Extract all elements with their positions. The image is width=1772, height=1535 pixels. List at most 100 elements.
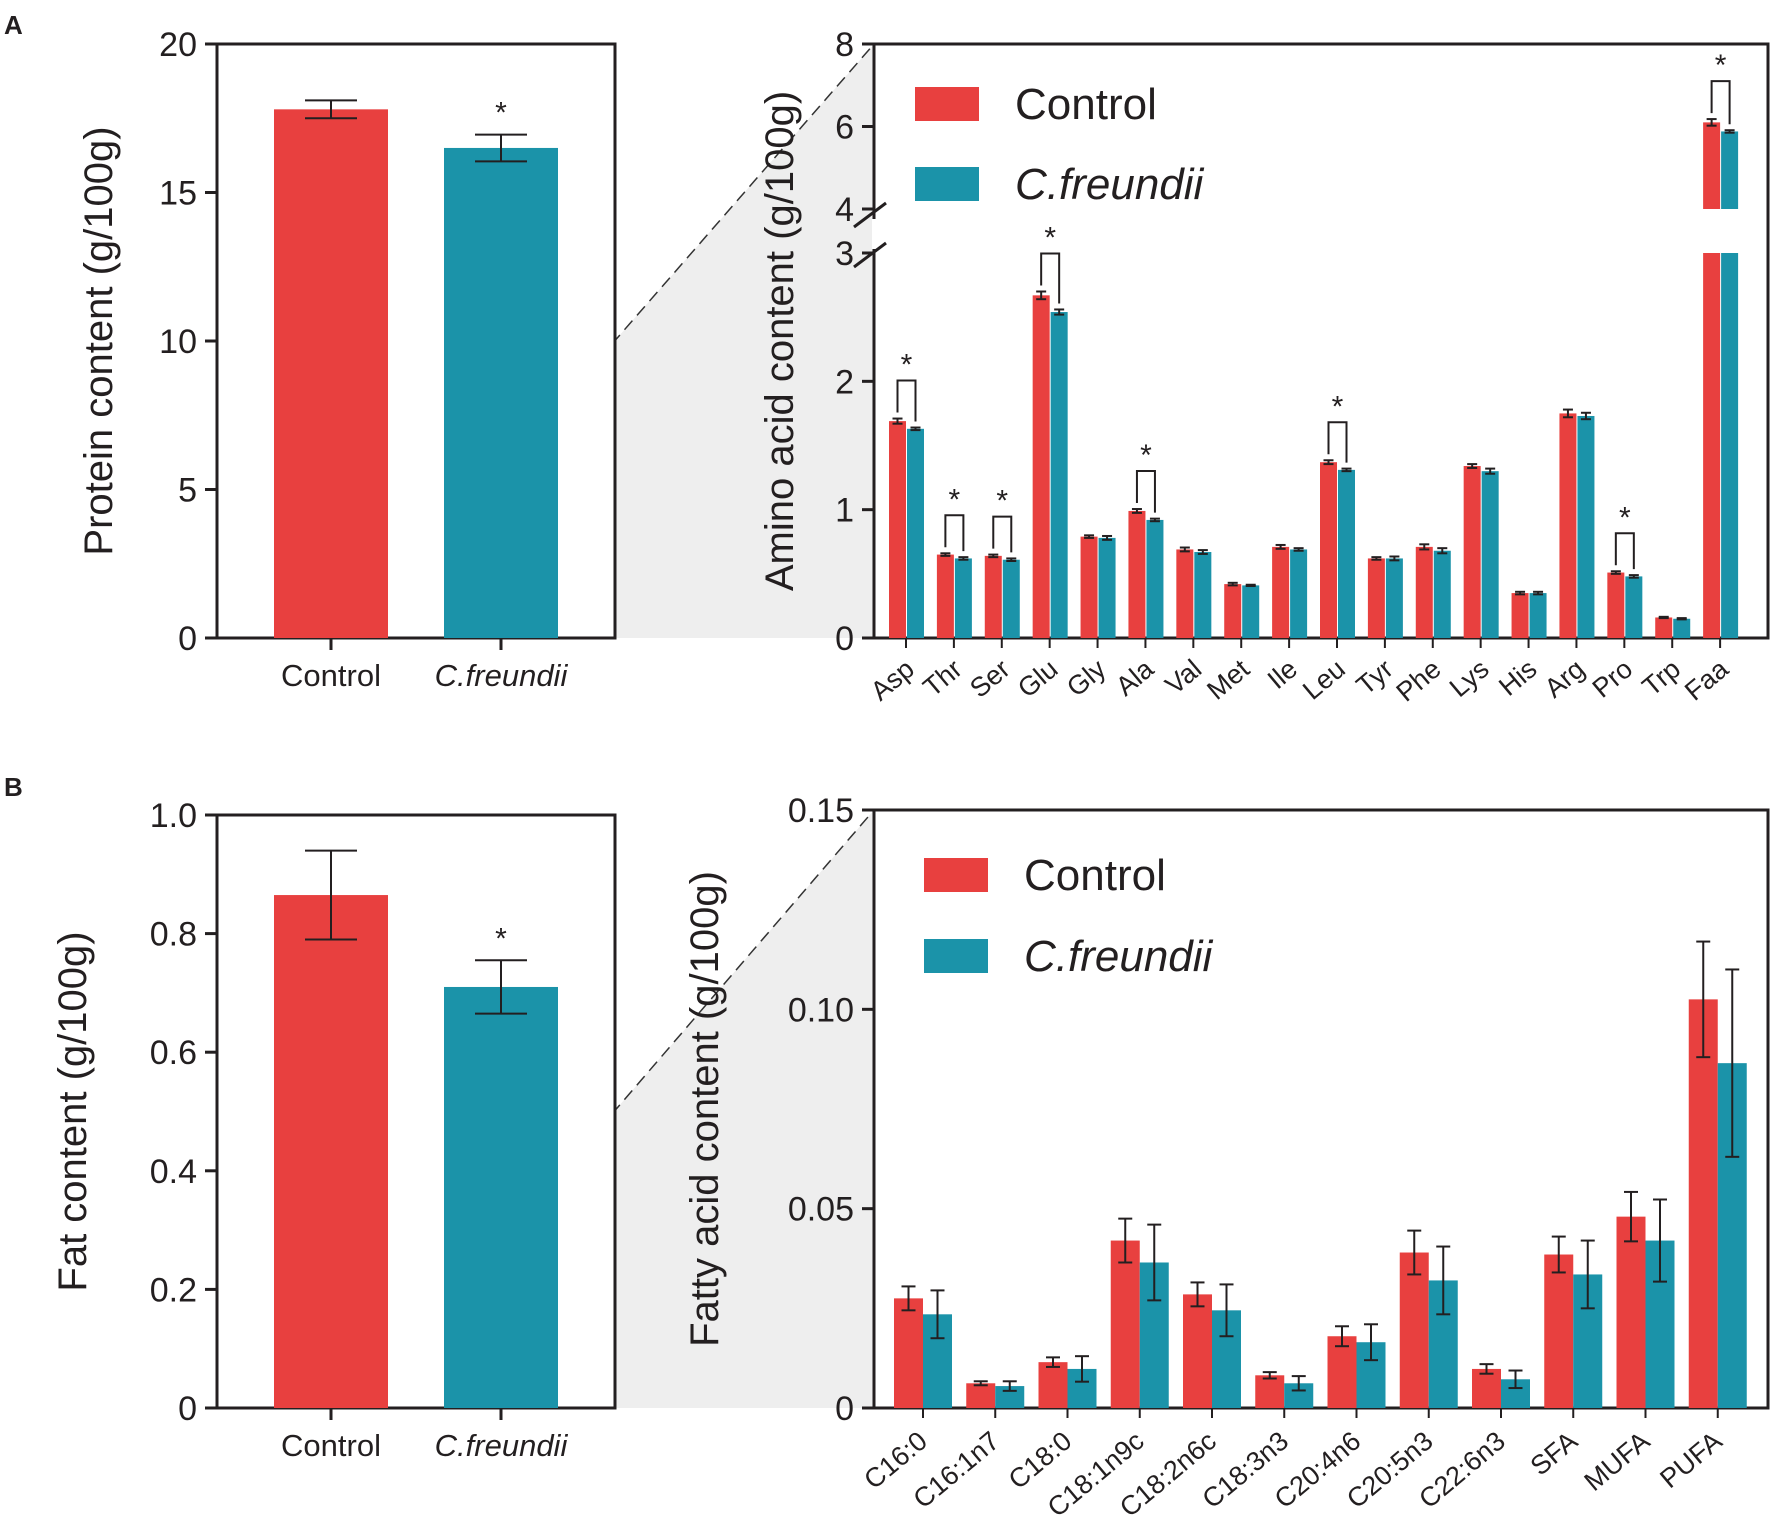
bar-control <box>1511 593 1529 638</box>
bar-control <box>1128 510 1146 638</box>
bar-control <box>1224 584 1242 638</box>
x-tick-label: SFA <box>1525 1426 1583 1482</box>
legend-swatch-c-freundii <box>915 167 979 201</box>
bar-control <box>1607 572 1625 638</box>
bar-control <box>1703 253 1721 638</box>
y-tick-label: 0 <box>178 620 197 658</box>
x-tick-label: Pro <box>1587 654 1638 704</box>
x-tick-label: PUFA <box>1654 1426 1727 1494</box>
bar-control <box>1367 558 1385 638</box>
significance-bracket <box>1135 470 1156 513</box>
bar-c-freundii <box>1529 593 1547 638</box>
bar-c-freundii <box>1433 550 1451 638</box>
x-tick-label: Faa <box>1679 653 1735 707</box>
bar-c-freundii <box>954 558 972 638</box>
x-tick-label: Leu <box>1297 654 1351 706</box>
bar-control <box>1472 1368 1501 1408</box>
bar-control <box>1463 466 1481 638</box>
protein-chart: 0 5 10 15 20 Protein content (g/100g) Control *… <box>77 26 617 693</box>
y-axis-label: Protein content (g/100g) <box>77 126 121 555</box>
x-tick-label: Asp <box>865 654 920 707</box>
significance-bracket <box>896 379 917 422</box>
legend-swatch-control <box>924 858 988 892</box>
x-tick-label: Control <box>281 658 381 693</box>
y-tick-label: 20 <box>159 26 197 64</box>
bar-control <box>1272 546 1290 638</box>
significance-bracket <box>992 515 1013 553</box>
significance-bracket <box>944 514 965 552</box>
bar-control <box>1080 536 1098 638</box>
bar-control <box>1320 462 1337 638</box>
bar-control <box>1038 1362 1068 1408</box>
y-tick-label: 2 <box>835 363 854 401</box>
significance-bracket <box>1327 421 1348 463</box>
x-tick-label: Ile <box>1262 654 1303 695</box>
bar-control <box>1255 1375 1285 1408</box>
bar-c-freundii <box>1050 312 1068 638</box>
y-tick-label: 5 <box>178 472 197 510</box>
bar-control <box>1327 1336 1357 1408</box>
bar-control <box>936 554 954 638</box>
bar-control <box>889 421 906 638</box>
x-tick-label: Tyr <box>1351 654 1399 701</box>
fat-chart: 0 0.2 0.4 0.6 0.8 1.0 Fat content (g/100g) Cont… <box>51 797 617 1463</box>
axis-break-mark <box>853 201 887 229</box>
x-tick-label: His <box>1493 654 1542 702</box>
y-axis-label: Fat content (g/100g) <box>51 931 95 1291</box>
bar-c-freundii <box>1721 253 1739 638</box>
y-tick-label: 0.6 <box>150 1034 197 1072</box>
y-tick-label: 0.4 <box>150 1153 197 1191</box>
y-axis-label: Fatty acid content (g/100g) <box>683 871 727 1347</box>
bar-control <box>1176 549 1194 638</box>
x-tick-label: Thr <box>917 654 967 703</box>
y-tick-label: 0 <box>835 620 854 658</box>
y-tick-label: 0.05 <box>788 1191 854 1229</box>
y-tick-label: 8 <box>835 26 854 64</box>
bar-control <box>274 895 388 1408</box>
x-tick-label: Glu <box>1012 654 1063 704</box>
y-tick-label: 1 <box>835 492 854 530</box>
bar-control <box>1544 1254 1574 1408</box>
x-tick-label: Phe <box>1391 654 1447 708</box>
y-tick-label: 4 <box>835 191 854 229</box>
bar-control <box>1688 999 1718 1408</box>
bar-c-freundii <box>1338 469 1355 638</box>
significance-star: * <box>1619 501 1631 534</box>
bar-c-freundii <box>1481 471 1499 638</box>
bar-c-freundii <box>995 1386 1025 1408</box>
bar-c-freundii <box>444 147 558 638</box>
amino-acid-chart: 0 1 2 3 4 6 8 Amino acid content (g/100g) * Asp * T… <box>758 26 1770 708</box>
significance-star: * <box>901 349 913 382</box>
x-tick-label: C.freundii <box>435 658 569 693</box>
significance-star: * <box>495 97 507 130</box>
significance-bracket <box>1710 80 1731 125</box>
bar-upper-c-freundii <box>1721 131 1739 209</box>
bar-control <box>1399 1252 1429 1408</box>
bar-control <box>966 1383 996 1408</box>
significance-star: * <box>495 922 507 955</box>
zoom-wedge-b <box>612 810 874 1408</box>
significance-star: * <box>949 483 961 516</box>
significance-star: * <box>1140 439 1152 472</box>
y-tick-label: 0.8 <box>150 916 197 954</box>
x-tick-label: Met <box>1201 653 1255 705</box>
legend-label-control: Control <box>1024 851 1166 900</box>
bar-c-freundii <box>1002 559 1020 638</box>
legend-label-control: Control <box>1015 80 1157 129</box>
bar-c-freundii <box>1146 519 1164 638</box>
significance-bracket <box>1614 532 1635 570</box>
y-tick-label: 0 <box>178 1390 197 1428</box>
significance-bracket <box>1040 252 1061 304</box>
legend-label-c-freundii: C.freundii <box>1015 160 1205 209</box>
panel-letter-b: B <box>4 772 23 802</box>
significance-star: * <box>996 485 1008 518</box>
y-axis-label: Amino acid content (g/100g) <box>758 91 802 591</box>
bar-c-freundii <box>1673 618 1691 638</box>
bar-control <box>1616 1216 1646 1408</box>
x-tick-label: Control <box>281 1428 381 1463</box>
bar-c-freundii <box>1242 585 1260 638</box>
significance-star: * <box>1332 390 1344 423</box>
y-tick-label: 0.15 <box>788 792 854 830</box>
y-tick-label: 0 <box>835 1390 854 1428</box>
